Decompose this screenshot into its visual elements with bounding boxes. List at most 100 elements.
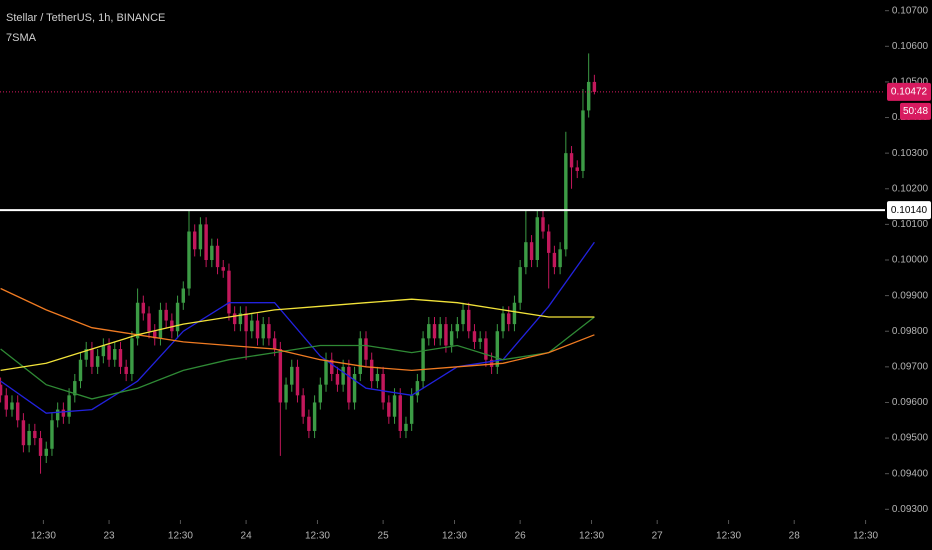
candle-body <box>130 338 134 374</box>
candle-body <box>524 242 528 268</box>
candle-body <box>4 395 8 410</box>
candle-body <box>67 395 71 417</box>
candle-body <box>135 302 140 339</box>
last-price-label: 0.10472 <box>891 87 928 98</box>
candle-body <box>341 366 345 385</box>
x-tick-label: 28 <box>789 531 801 542</box>
candle-body <box>227 270 231 314</box>
candle-body <box>392 395 397 417</box>
candle-body <box>153 331 157 339</box>
candle-body <box>50 420 54 449</box>
candle-body <box>118 349 123 367</box>
x-tick-label: 12:30 <box>442 531 467 542</box>
candle-body <box>461 309 465 325</box>
candle-body <box>290 366 294 385</box>
candle-body <box>421 338 425 382</box>
y-tick-label: 0.10000 <box>892 255 929 266</box>
candle-body <box>467 309 471 332</box>
level-label: 0.10140 <box>891 205 928 216</box>
candle-body <box>358 338 362 374</box>
moving-average-line <box>0 316 595 400</box>
candle-body <box>455 324 460 332</box>
x-tick-label: 25 <box>378 531 390 542</box>
candle-body <box>198 224 203 250</box>
y-tick-label: 0.09400 <box>892 468 929 479</box>
candle-body <box>512 302 517 325</box>
candle-body <box>38 438 43 456</box>
y-tick-label: 0.09300 <box>892 504 929 515</box>
candle-body <box>27 430 31 446</box>
candle-body <box>95 356 100 367</box>
candle-body <box>210 245 214 260</box>
candle-body <box>381 373 385 403</box>
candle-body <box>335 373 340 385</box>
x-tick-label: 12:30 <box>168 531 193 542</box>
candle-body <box>215 245 220 268</box>
candle-body <box>575 167 579 171</box>
candle-body <box>409 395 414 424</box>
candle-body <box>267 324 271 339</box>
candle-body <box>449 331 454 346</box>
x-tick-label: 12:30 <box>31 531 56 542</box>
plot-area <box>0 53 597 474</box>
candle-body <box>244 313 248 332</box>
moving-average-line <box>0 298 595 372</box>
candle-body <box>518 267 522 303</box>
countdown-box <box>900 102 931 120</box>
y-tick-label: 0.09900 <box>892 290 929 301</box>
candle-body <box>529 242 534 260</box>
y-tick-label: 0.10200 <box>892 183 929 194</box>
candle-body <box>347 366 351 403</box>
candle-body <box>124 366 128 374</box>
candle-body <box>101 345 106 357</box>
candle-body <box>187 231 191 289</box>
candle-body <box>232 313 237 325</box>
y-tick-label: 0.10600 <box>892 41 929 52</box>
candle-body <box>250 320 254 332</box>
candle-body <box>415 381 420 396</box>
candle-body <box>170 320 174 332</box>
candle-body <box>192 231 197 250</box>
x-tick-label: 23 <box>103 531 115 542</box>
candle-body <box>10 402 14 410</box>
candle-body <box>147 313 151 332</box>
candle-body <box>73 381 77 396</box>
candle-body <box>364 338 368 360</box>
indicator-label: 7SMA <box>6 32 37 44</box>
x-tick-label: 12:30 <box>716 531 741 542</box>
candle-body <box>501 313 505 332</box>
candle-body <box>507 313 511 325</box>
candle-body <box>261 324 265 339</box>
candle-body <box>15 402 20 421</box>
candle-body <box>472 331 477 342</box>
candle-body <box>84 349 88 360</box>
candle-body <box>535 217 539 260</box>
candle-body <box>592 81 597 92</box>
candle-body <box>387 402 391 417</box>
candle-body <box>295 366 300 396</box>
candle-body <box>495 331 500 367</box>
x-tick-label: 12:30 <box>853 531 878 542</box>
x-tick-label: 12:30 <box>305 531 330 542</box>
candle-body <box>546 231 551 253</box>
candle-body <box>404 423 408 431</box>
candle-body <box>586 81 591 111</box>
y-tick-label: 0.09500 <box>892 433 929 444</box>
candle-body <box>352 373 357 403</box>
candle-body <box>444 324 448 346</box>
x-tick-label: 26 <box>515 531 527 542</box>
candle-body <box>398 395 402 431</box>
x-tick-label: 27 <box>652 531 664 542</box>
candle-body <box>164 309 168 321</box>
candle-body <box>272 338 277 350</box>
candle-body <box>375 373 380 382</box>
candle-body <box>432 324 437 339</box>
moving-average-line <box>0 287 595 372</box>
candle-body <box>33 430 37 439</box>
candle-body <box>438 324 442 339</box>
candle-body <box>238 313 243 325</box>
candle-body <box>175 302 180 332</box>
candle-body <box>307 416 311 431</box>
